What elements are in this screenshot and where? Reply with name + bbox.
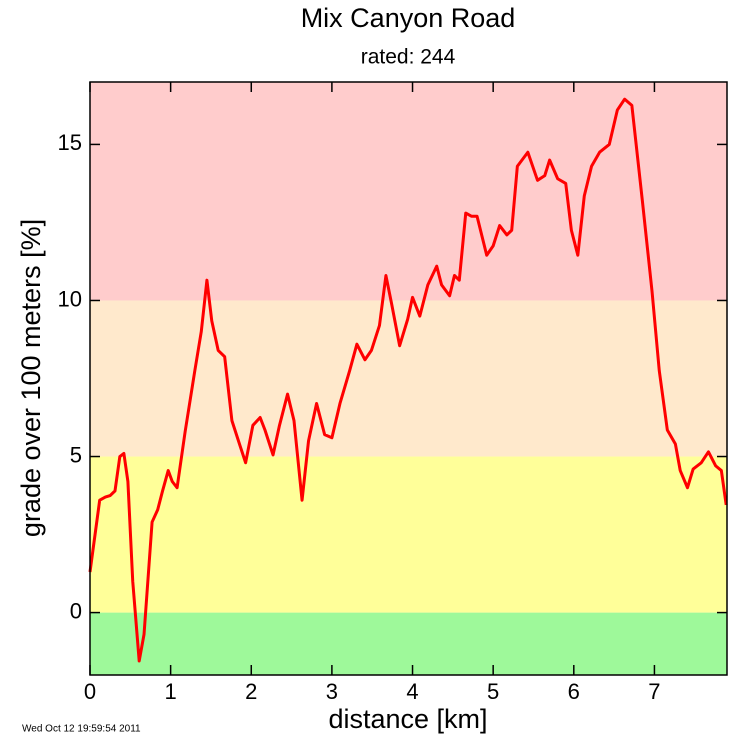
timestamp: Wed Oct 12 19:59:54 2011 xyxy=(22,724,141,735)
x-tick-label: 0 xyxy=(84,679,96,704)
x-tick-label: 3 xyxy=(326,679,338,704)
x-tick-label: 5 xyxy=(487,679,499,704)
plot-frame xyxy=(89,81,728,676)
x-axis-label: distance [km] xyxy=(328,704,487,734)
chart-subtitle: rated: 244 xyxy=(361,46,456,69)
grade-line xyxy=(88,97,728,663)
x-tick-label: 4 xyxy=(406,679,418,704)
y-tick-label: 0 xyxy=(70,598,82,623)
y-tick-label: 10 xyxy=(58,286,82,311)
y-axis-label: grade over 100 meters [%] xyxy=(16,219,46,537)
x-tick-label: 6 xyxy=(568,679,580,704)
y-tick-label: 5 xyxy=(70,442,82,467)
grade-band xyxy=(90,612,727,675)
x-tick-label: 7 xyxy=(648,679,660,704)
x-tick-label: 1 xyxy=(165,679,177,704)
y-tick-label: 15 xyxy=(58,130,82,155)
grade-band xyxy=(90,300,727,457)
grade-band xyxy=(90,456,727,613)
chart-title: Mix Canyon Road xyxy=(301,3,516,33)
x-tick-label: 2 xyxy=(245,679,257,704)
grade-band xyxy=(90,82,727,301)
